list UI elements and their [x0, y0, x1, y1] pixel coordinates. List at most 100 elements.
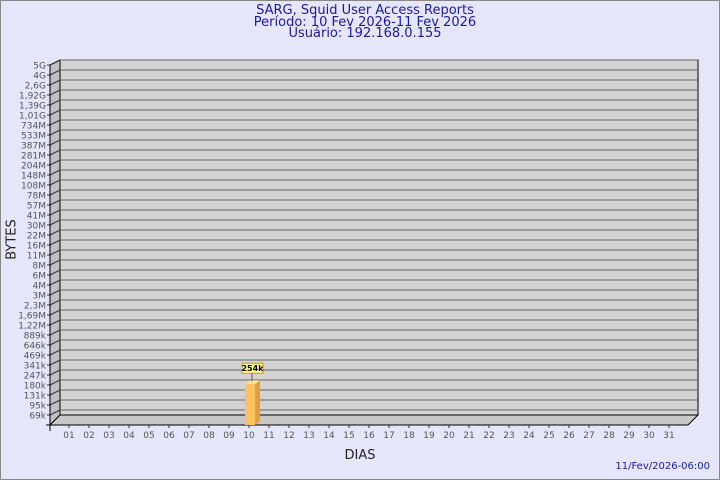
y-tick-diag [49, 219, 61, 226]
x-tick-label: 13 [303, 431, 314, 441]
y-tick-label: 341k [24, 362, 47, 372]
y-tick-diag [49, 319, 61, 326]
data-label: 254k [241, 364, 264, 373]
y-tick-diag [49, 259, 61, 266]
x-tick-label: 03 [103, 431, 114, 441]
y-tick-label: 131k [24, 392, 47, 402]
y-tick-label: 5G [33, 62, 46, 72]
y-tick-diag [49, 279, 61, 286]
y-tick-label: 469k [24, 352, 47, 362]
x-tick-label: 04 [123, 431, 135, 441]
y-tick-diag [49, 59, 61, 66]
x-tick-label: 22 [483, 431, 494, 441]
y-tick-label: 6M [33, 272, 47, 282]
y-tick-diag [49, 239, 61, 246]
x-tick-label: 24 [523, 431, 535, 441]
y-tick-label: 889k [24, 332, 47, 342]
y-tick-label: 3M [33, 292, 47, 302]
y-tick-label: 108M [21, 182, 46, 192]
y-tick-diag [49, 89, 61, 96]
y-tick-diag [49, 389, 61, 396]
y-tick-label: 2,6G [25, 82, 46, 92]
plot-floor [48, 414, 700, 426]
y-tick-label: 8M [33, 262, 47, 272]
y-tick-diag [49, 149, 61, 156]
x-tick-label: 25 [543, 431, 554, 441]
x-tick-label: 18 [403, 431, 415, 441]
y-tick-diag [49, 289, 61, 296]
y-tick-diag [49, 339, 61, 346]
x-axis-label: DIAS [344, 448, 376, 463]
y-tick-label: 1,22M [18, 322, 46, 332]
y-tick-diag [49, 169, 61, 176]
x-tick-label: 26 [563, 431, 575, 441]
y-tick-label: 78M [27, 192, 46, 202]
y-tick-label: 30M [27, 222, 46, 232]
x-tick-label: 28 [603, 431, 615, 441]
x-tick-label: 30 [643, 431, 655, 441]
x-tick-label: 11 [263, 431, 274, 441]
x-tick-label: 14 [323, 431, 335, 441]
y-tick-label: 387M [21, 142, 46, 152]
x-tick-label: 21 [463, 431, 474, 441]
y-tick-label: 1,92G [19, 92, 46, 102]
y-tick-label: 16M [27, 242, 46, 252]
x-tick-label: 23 [503, 431, 514, 441]
y-tick-label: 247k [24, 372, 47, 382]
y-tick-label: 2,3M [24, 302, 46, 312]
y-tick-diag [49, 159, 61, 166]
data-label-box [241, 362, 264, 374]
y-axis-label: BYTES [4, 219, 20, 260]
y-tick-label: 148M [21, 172, 46, 182]
chart-period: Período: 10 Fev 2026-11 Fev 2026 [253, 15, 477, 30]
y-tick-label: 69k [29, 412, 46, 422]
x-tick-label: 05 [143, 431, 154, 441]
y-tick-label: 4M [33, 282, 47, 292]
y-tick-diag [49, 409, 61, 416]
y-tick-label: 180k [24, 382, 47, 392]
y-tick-diag [49, 119, 61, 126]
x-tick-label: 15 [343, 431, 354, 441]
y-tick-diag [49, 299, 61, 306]
chart-title: SARG, Squid User Access Reports [256, 3, 474, 18]
x-tick-label: 27 [583, 431, 594, 441]
y-tick-diag [49, 359, 61, 366]
y-tick-diag [49, 109, 61, 116]
x-tick-label: 08 [203, 431, 215, 441]
plot-back-wall [59, 59, 699, 416]
x-tick-label: 31 [663, 431, 674, 441]
y-tick-label: 95k [29, 402, 46, 412]
y-tick-diag [49, 229, 61, 236]
y-tick-diag [49, 189, 61, 196]
y-tick-diag [49, 249, 61, 256]
y-tick-label: 204M [21, 162, 46, 172]
y-tick-diag [49, 179, 61, 186]
y-tick-diag [49, 379, 61, 386]
y-tick-diag [49, 69, 61, 76]
chart-user: Usuário: 192.168.0.155 [288, 26, 442, 41]
y-tick-diag [49, 99, 61, 106]
bar-side [255, 380, 260, 425]
y-tick-label: 1,69M [18, 312, 46, 322]
y-tick-label: 734M [21, 122, 46, 132]
y-tick-label: 41M [27, 212, 46, 222]
y-tick-diag [49, 139, 61, 146]
report-timestamp: 11/Fev/2026-06:00 [615, 461, 710, 472]
x-tick-label: 12 [283, 431, 294, 441]
x-tick-label: 06 [163, 431, 175, 441]
y-tick-diag [49, 199, 61, 206]
y-tick-diag [49, 349, 61, 356]
y-tick-diag [49, 129, 61, 136]
y-tick-diag [49, 209, 61, 216]
y-tick-label: 11M [27, 252, 46, 262]
x-tick-label: 17 [383, 431, 394, 441]
x-tick-label: 29 [623, 431, 635, 441]
y-tick-label: 57M [27, 202, 46, 212]
x-tick-label: 09 [223, 431, 235, 441]
x-tick-label: 07 [183, 431, 194, 441]
y-tick-label: 22M [27, 232, 46, 242]
y-tick-diag [49, 399, 61, 406]
y-tick-diag [49, 79, 61, 86]
y-tick-label: 4G [33, 72, 46, 82]
